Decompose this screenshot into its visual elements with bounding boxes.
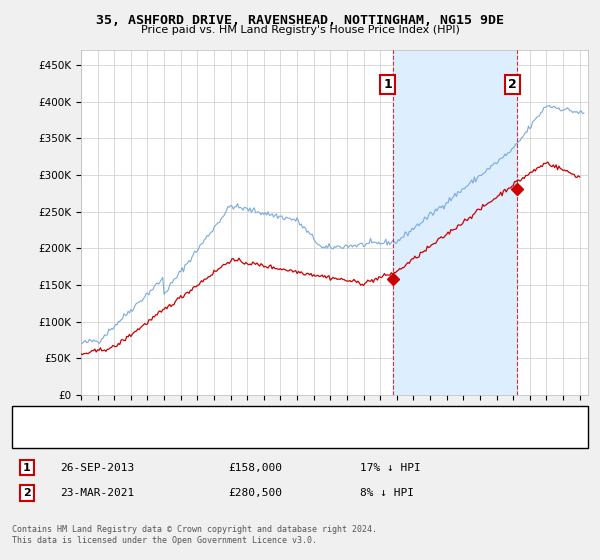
Text: 35, ASHFORD DRIVE, RAVENSHEAD, NOTTINGHAM, NG15 9DE: 35, ASHFORD DRIVE, RAVENSHEAD, NOTTINGHA… xyxy=(96,14,504,27)
Text: 1: 1 xyxy=(23,463,31,473)
Text: 26-SEP-2013: 26-SEP-2013 xyxy=(60,463,134,473)
Text: Price paid vs. HM Land Registry's House Price Index (HPI): Price paid vs. HM Land Registry's House … xyxy=(140,25,460,35)
Text: Contains HM Land Registry data © Crown copyright and database right 2024.
This d: Contains HM Land Registry data © Crown c… xyxy=(12,525,377,545)
Text: 2: 2 xyxy=(508,78,517,91)
Text: 23-MAR-2021: 23-MAR-2021 xyxy=(60,488,134,498)
Text: 35, ASHFORD DRIVE, RAVENSHEAD, NOTTINGHAM, NG15 9DE (detached house): 35, ASHFORD DRIVE, RAVENSHEAD, NOTTINGHA… xyxy=(66,413,457,423)
Text: 17% ↓ HPI: 17% ↓ HPI xyxy=(360,463,421,473)
Text: 1: 1 xyxy=(383,78,392,91)
Text: 2: 2 xyxy=(23,488,31,498)
Text: 8% ↓ HPI: 8% ↓ HPI xyxy=(360,488,414,498)
Text: £158,000: £158,000 xyxy=(228,463,282,473)
Bar xyxy=(392,50,517,395)
Text: £280,500: £280,500 xyxy=(228,488,282,498)
Text: HPI: Average price, detached house, Gedling: HPI: Average price, detached house, Gedl… xyxy=(66,432,284,442)
Text: ——: —— xyxy=(27,431,52,444)
Text: ——: —— xyxy=(27,411,52,424)
